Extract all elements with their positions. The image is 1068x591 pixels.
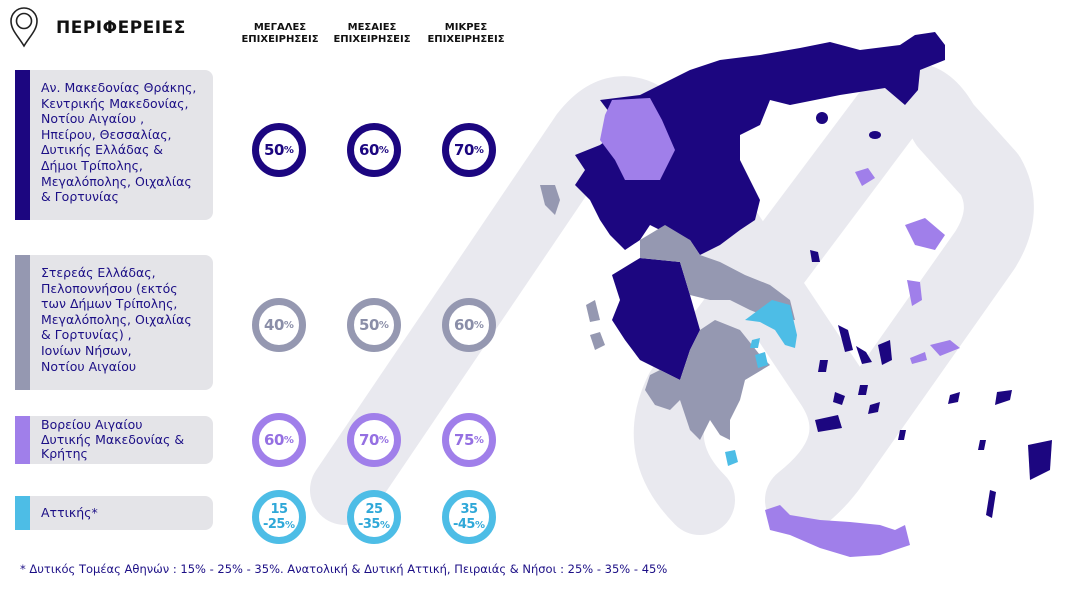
legend-group-3: Βορείου Αιγαίου Δυτικής Μακεδονίας & Κρή…	[15, 416, 213, 464]
map-pin-icon	[10, 7, 38, 48]
rate-unit: %	[283, 434, 294, 446]
column-header-medium: ΜΕΣΑΙΕΣ ΕΠΙΧΕΙΡΗΣΕΙΣ	[327, 22, 417, 46]
legend-group-4: Αττικής*	[15, 496, 213, 530]
rate-value-bottom: -25	[262, 516, 286, 532]
rate-unit: %	[283, 144, 294, 156]
rate-small-group-1: 70%	[442, 123, 496, 177]
rate-value: 60	[359, 141, 379, 159]
rate-value: 70	[359, 431, 379, 449]
rate-value-bottom: -35	[357, 516, 381, 532]
rate-unit: %	[473, 319, 484, 331]
column-header-large-line1: ΜΕΓΑΛΕΣ	[253, 22, 307, 33]
rate-small-group-4: 35 -45%	[442, 490, 496, 544]
rate-value: 70	[454, 141, 474, 159]
rate-large-group-4: 15 -25%	[252, 490, 306, 544]
rate-unit: %	[473, 144, 484, 156]
rate-value: 50	[264, 141, 284, 159]
rate-value: 40	[264, 316, 284, 334]
column-header-small-line1: ΜΙΚΡΕΣ	[444, 22, 488, 33]
rate-medium-group-3: 70%	[347, 413, 401, 467]
legend-label: Αττικής*	[41, 505, 98, 520]
rate-unit: %	[378, 144, 389, 156]
rate-value-top: 25	[365, 501, 383, 517]
legend-label: Βορείου Αιγαίου Δυτικής Μακεδονίας & Κρή…	[41, 417, 185, 461]
rate-medium-group-1: 60%	[347, 123, 401, 177]
column-header-large: ΜΕΓΑΛΕΣ ΕΠΙΧΕΙΡΗΣΕΙΣ	[235, 22, 325, 46]
greece-map	[540, 32, 1052, 557]
rate-value: 60	[454, 316, 474, 334]
rate-value-top: 15	[270, 501, 288, 517]
rate-unit: %	[284, 519, 296, 531]
rate-medium-group-2: 50%	[347, 298, 401, 352]
footnote: * Δυτικός Τομέας Αθηνών : 15% - 25% - 35…	[20, 562, 668, 576]
rate-small-group-2: 60%	[442, 298, 496, 352]
column-header-small-line2: ΕΠΙΧΕΙΡΗΣΕΙΣ	[427, 34, 505, 45]
rate-medium-group-4: 25 -35%	[347, 490, 401, 544]
column-header-large-line2: ΕΠΙΧΕΙΡΗΣΕΙΣ	[241, 34, 319, 45]
legend-color-bar	[15, 496, 30, 530]
rate-unit: %	[474, 519, 486, 531]
legend-group-2: Στερεάς Ελλάδας, Πελοποννήσου (εκτός των…	[15, 255, 213, 390]
map-regions-group-4	[725, 300, 797, 466]
rate-small-group-3: 75%	[442, 413, 496, 467]
rate-value-top: 35	[460, 501, 478, 517]
rate-value: 60	[264, 431, 284, 449]
rate-value-bottom: -45	[452, 516, 476, 532]
rate-unit: %	[473, 434, 484, 446]
legend-color-bar	[15, 70, 30, 220]
legend-label: Αν. Μακεδονίας Θράκης, Κεντρικής Μακεδον…	[41, 80, 197, 205]
rate-unit: %	[283, 319, 294, 331]
rate-value: 50	[359, 316, 379, 334]
column-header-small: ΜΙΚΡΕΣ ΕΠΙΧΕΙΡΗΣΕΙΣ	[421, 22, 511, 46]
rate-unit: %	[378, 319, 389, 331]
column-header-medium-line2: ΕΠΙΧΕΙΡΗΣΕΙΣ	[333, 34, 411, 45]
legend-color-bar	[15, 416, 30, 464]
rate-unit: %	[378, 434, 389, 446]
rate-large-group-3: 60%	[252, 413, 306, 467]
rate-large-group-2: 40%	[252, 298, 306, 352]
rate-unit: %	[379, 519, 391, 531]
map-regions-group-1	[575, 32, 1052, 518]
map-regions-group-3	[600, 98, 960, 557]
header: ΠΕΡΙΦΕΡΕΙΕΣ ΜΕΓΑΛΕΣ ΕΠΙΧΕΙΡΗΣΕΙΣ ΜΕΣΑΙΕΣ…	[0, 0, 1068, 60]
map-regions-group-2	[540, 185, 795, 440]
legend-label: Στερεάς Ελλάδας, Πελοποννήσου (εκτός των…	[41, 265, 192, 374]
page-title: ΠΕΡΙΦΕΡΕΙΕΣ	[56, 18, 186, 38]
column-header-medium-line1: ΜΕΣΑΙΕΣ	[347, 22, 397, 33]
rate-large-group-1: 50%	[252, 123, 306, 177]
rate-value: 75	[454, 431, 474, 449]
legend-color-bar	[15, 255, 30, 390]
legend-group-1: Αν. Μακεδονίας Θράκης, Κεντρικής Μακεδον…	[15, 70, 213, 220]
